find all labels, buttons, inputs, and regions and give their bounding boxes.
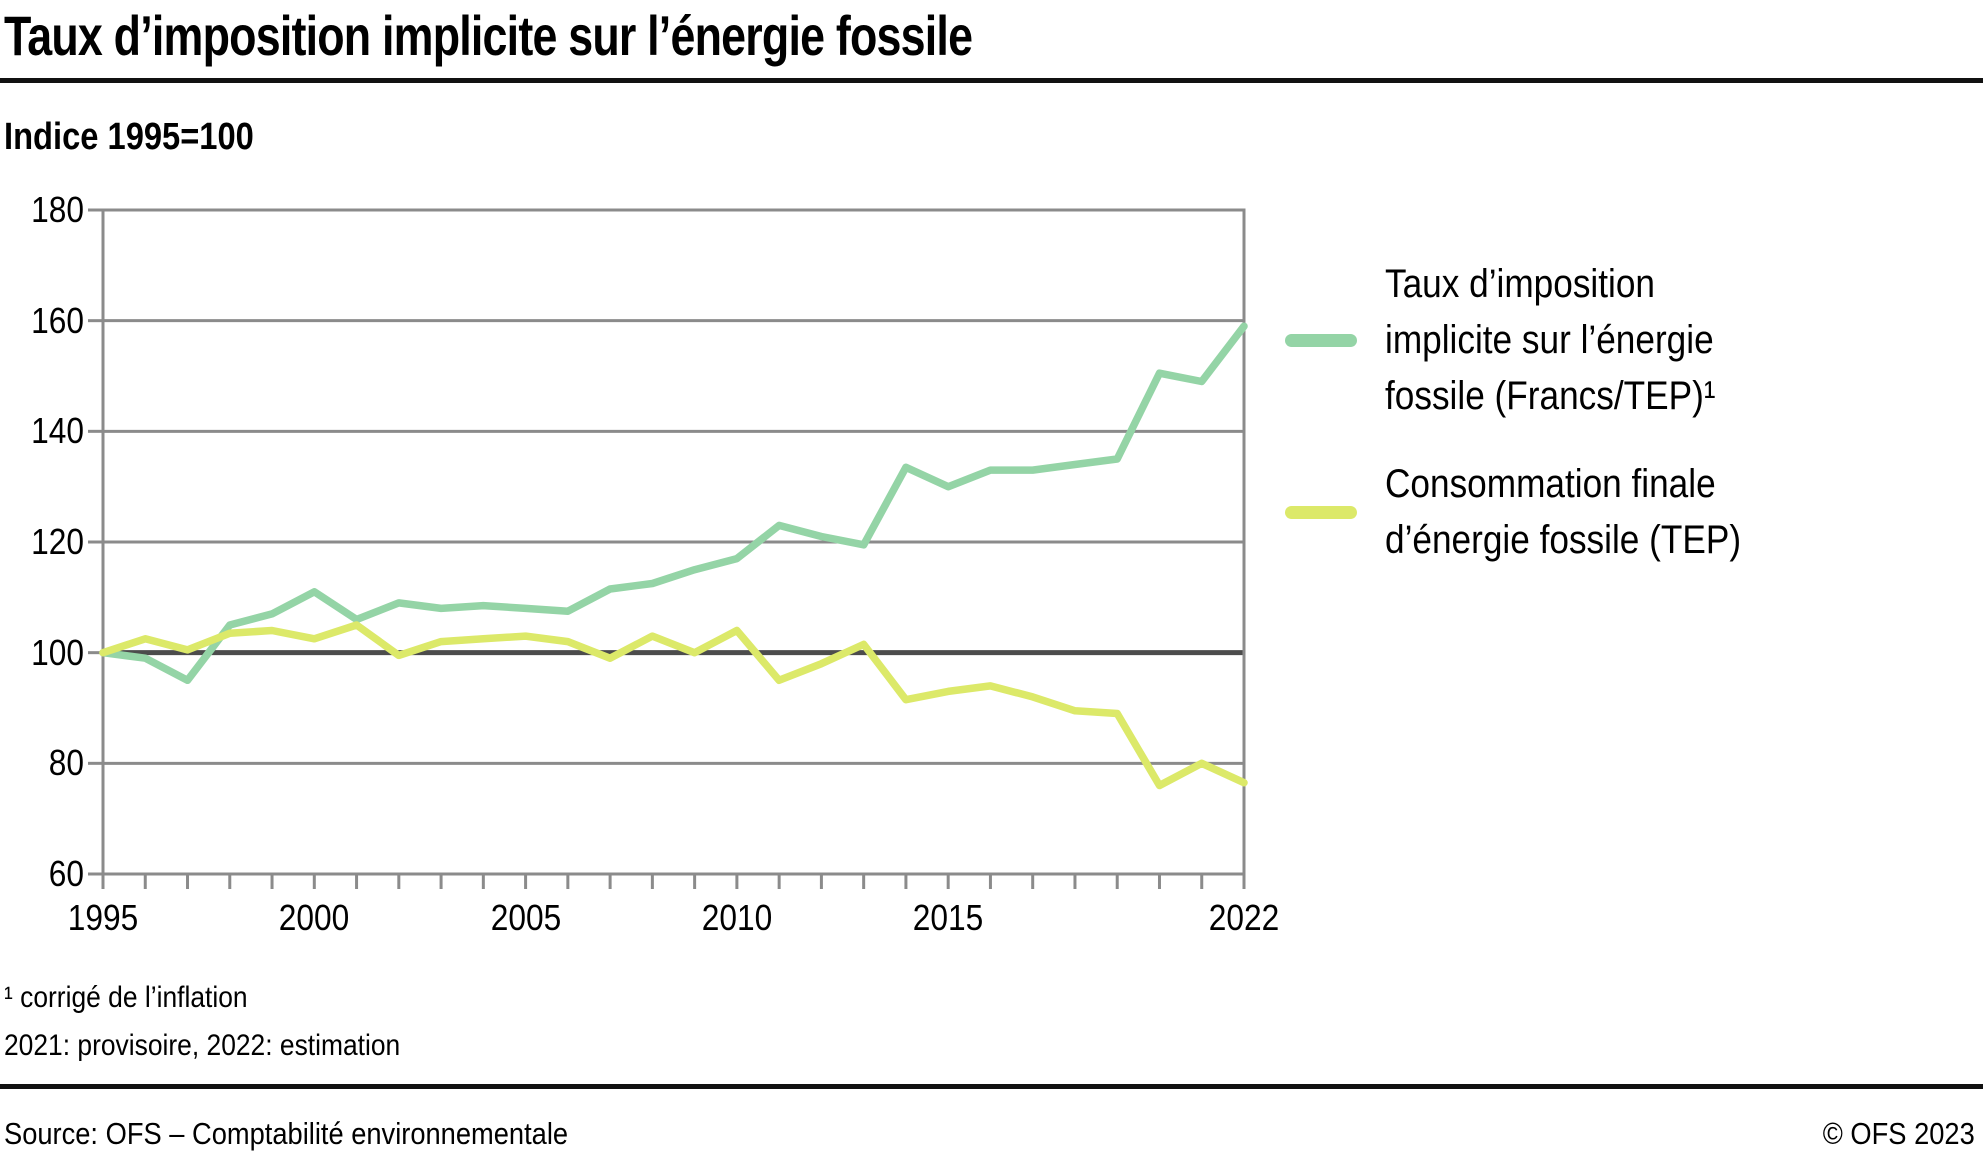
legend-swatch-consumption-line xyxy=(1285,505,1357,519)
y-axis-label-180: 180 xyxy=(31,189,84,230)
y-axis-label-80: 80 xyxy=(48,742,84,784)
y-axis-label-120: 120 xyxy=(31,521,84,562)
footnote-inflation: ¹ corrigé de l’inflation xyxy=(4,981,248,1014)
page-title: Taux d’imposition implicite sur l’énergi… xyxy=(4,4,973,67)
footnote-status: 2021: provisoire, 2022: estimation xyxy=(4,1029,401,1062)
y-axis-label-140: 140 xyxy=(31,410,84,452)
y-axis-label-100: 100 xyxy=(31,631,84,673)
title-rule xyxy=(0,78,1983,83)
legend-item-consumption: Consommation finale d’énergie fossile (T… xyxy=(1285,456,1945,568)
legend-swatch-tax-line xyxy=(1285,333,1357,347)
chart-subtitle: Indice 1995=100 xyxy=(4,116,254,158)
y-axis-label-160: 160 xyxy=(31,299,84,341)
series-line-tax xyxy=(99,322,1248,685)
y-axis-label-60: 60 xyxy=(48,853,84,894)
legend-item-tax: Taux d’imposition implicite sur l’énergi… xyxy=(1285,256,1945,424)
x-axis-label-2005: 2005 xyxy=(490,897,561,938)
x-axis-label-2000: 2000 xyxy=(279,897,350,938)
x-axis-label-2022: 2022 xyxy=(1208,897,1280,938)
legend-label-tax: Taux d’imposition implicite sur l’énergi… xyxy=(1385,262,1716,418)
x-axis-label-2015: 2015 xyxy=(912,897,984,938)
plot-frame xyxy=(101,208,1246,876)
bottom-rule xyxy=(0,1084,1983,1089)
legend-label-consumption: Consommation finale d’énergie fossile (T… xyxy=(1385,462,1742,562)
x-axis-label-1995: 1995 xyxy=(67,897,139,938)
source-text: Source: OFS – Comptabilité environnement… xyxy=(4,1116,569,1151)
series-line-consumption xyxy=(99,621,1248,790)
copyright-text: © OFS 2023 xyxy=(1822,1116,1975,1151)
x-axis-label-2010: 2010 xyxy=(701,897,773,938)
legend: Taux d’imposition implicite sur l’énergi… xyxy=(1285,256,1945,568)
